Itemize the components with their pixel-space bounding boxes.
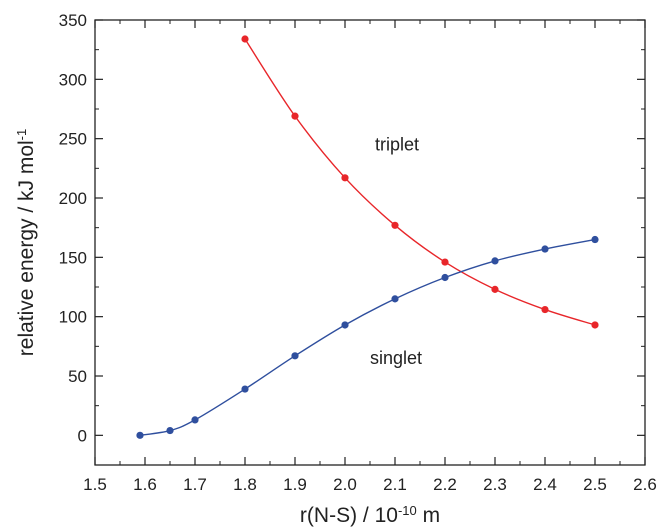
series-curves — [139, 38, 596, 437]
singlet-point — [166, 426, 174, 435]
y-tick-label: 300 — [59, 70, 87, 89]
x-tick-label: 1.9 — [283, 475, 307, 494]
x-tick-label: 2.6 — [633, 475, 657, 494]
x-tick-label: 2.1 — [383, 475, 407, 494]
x-axis-title-exponent: -10 — [398, 503, 417, 518]
singlet-point — [491, 257, 499, 265]
x-tick-label: 1.6 — [133, 475, 157, 494]
y-axis-title-exponent: -1 — [14, 129, 29, 141]
singlet-curve — [139, 238, 596, 437]
annotations: triplet singlet — [370, 135, 422, 369]
singlet-point — [241, 385, 249, 393]
x-tick-label: 1.7 — [183, 475, 207, 494]
singlet-point — [136, 431, 144, 439]
x-tick-label: 2.2 — [433, 475, 457, 494]
x-axis-title: r(N-S) / 10-10 m — [300, 503, 440, 528]
x-tick-label: 2.4 — [533, 475, 557, 494]
triplet-point — [541, 305, 549, 314]
singlet-point — [191, 416, 199, 424]
triplet-point — [391, 221, 399, 229]
singlet-point — [541, 245, 549, 253]
plot-frame — [94, 19, 646, 466]
triplet-point — [591, 321, 599, 329]
triplet-point — [241, 35, 249, 43]
y-tick-label: 100 — [59, 308, 87, 327]
x-tick-label: 1.5 — [83, 475, 107, 494]
x-axis-title-suffix: m — [417, 504, 440, 527]
singlet-label: singlet — [370, 348, 422, 368]
triplet-point — [291, 112, 299, 120]
y-tick-label: 0 — [78, 426, 87, 445]
x-tick-label: 2.5 — [583, 475, 607, 494]
y-tick-label: 250 — [59, 130, 87, 149]
triplet-point — [441, 258, 449, 266]
axis-tick-labels: 1.5 1.6 1.7 1.8 1.9 2.0 2.1 2.2 2.3 2.4 2.5 2.6 0 50 1… — [59, 11, 657, 494]
triplet-point — [341, 174, 349, 182]
x-tick-label: 1.8 — [233, 475, 257, 494]
x-axis-title-base: r(N-S) / 10 — [300, 504, 398, 527]
singlet-point — [341, 321, 349, 329]
axis-ticks — [94, 19, 646, 465]
y-tick-label: 350 — [59, 11, 87, 30]
singlet-point — [291, 352, 299, 360]
triplet-point — [491, 285, 499, 293]
x-tick-label: 2.0 — [333, 475, 357, 494]
singlet-point — [591, 235, 599, 244]
y-axis-title-base: relative energy / kJ mol — [15, 140, 38, 356]
triplet-label: triplet — [375, 135, 419, 155]
x-tick-label: 2.3 — [483, 475, 507, 494]
y-tick-label: 50 — [68, 367, 87, 386]
y-tick-label: 200 — [59, 189, 87, 208]
triplet-curve — [244, 38, 596, 326]
singlet-point — [391, 295, 399, 303]
singlet-point — [441, 273, 449, 282]
y-axis-title: relative energy / kJ mol-1 — [14, 129, 39, 356]
y-tick-label: 150 — [59, 248, 87, 267]
series-points — [136, 35, 599, 439]
